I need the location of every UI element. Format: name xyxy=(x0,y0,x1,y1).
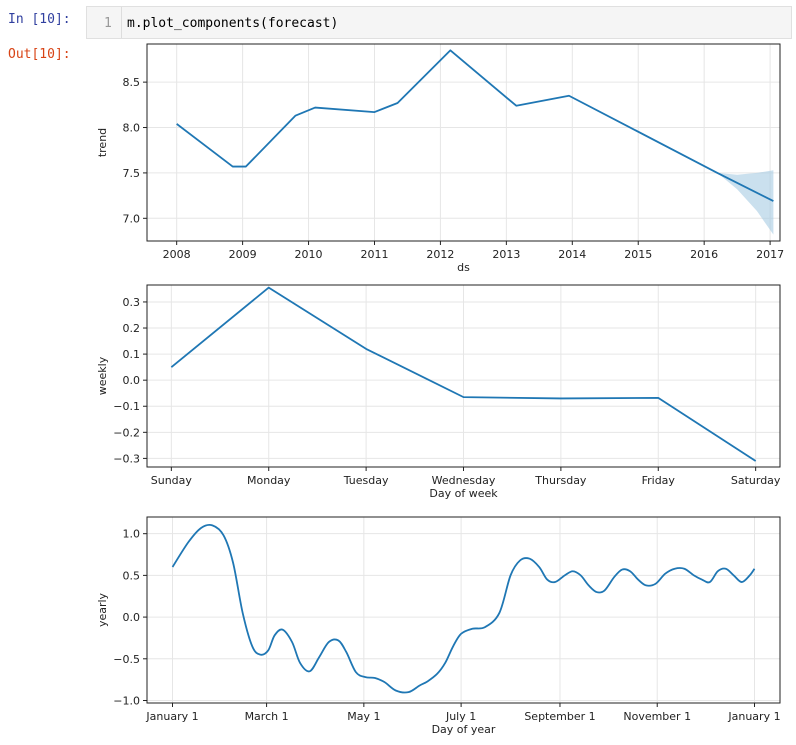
plot1-xtick-label: 2017 xyxy=(756,248,784,261)
plot3-ylabel: yearly xyxy=(96,592,109,627)
plot2-ytick-label: 0.2 xyxy=(123,322,141,335)
plot2-xtick-label: Thursday xyxy=(534,474,587,487)
plot3-xtick-label: January 1 xyxy=(145,710,198,723)
plot1-xtick-label: 2009 xyxy=(229,248,257,261)
line-number: 1 xyxy=(104,16,112,31)
plot2-ytick-label: 0.3 xyxy=(123,296,141,309)
plot2-xlabel: Day of week xyxy=(429,487,498,500)
plot3-ytick-label: 0.0 xyxy=(123,611,141,624)
plot1-xtick-label: 2013 xyxy=(492,248,520,261)
plot3-ytick-label: 1.0 xyxy=(123,528,141,541)
plot3-ytick-label: −1.0 xyxy=(113,694,140,707)
plot2-ytick-label: 0.0 xyxy=(123,374,141,387)
plot1-xtick-label: 2015 xyxy=(624,248,652,261)
plot2-xtick-label: Saturday xyxy=(731,474,781,487)
plot1-xlabel: ds xyxy=(457,261,470,274)
plot1-xtick-label: 2010 xyxy=(295,248,323,261)
plot3-xtick-label: September 1 xyxy=(524,710,595,723)
plot1-xtick-label: 2008 xyxy=(163,248,191,261)
plot3-xtick-label: March 1 xyxy=(245,710,289,723)
plot1-xtick-label: 2014 xyxy=(558,248,586,261)
plot1-xtick-label: 2012 xyxy=(426,248,454,261)
plot3-series-line xyxy=(171,523,756,694)
plot3-ytick-label: −0.5 xyxy=(113,653,140,666)
plot2-ylabel: weekly xyxy=(96,356,109,395)
plot3-xlabel: Day of year xyxy=(432,723,496,736)
code-cell-input[interactable]: 1 m.plot_components(forecast) xyxy=(86,6,792,39)
out-prompt: Out[10]: xyxy=(8,47,71,62)
plot2-ytick-label: −0.2 xyxy=(113,426,140,439)
plot1-ytick-label: 8.5 xyxy=(123,76,141,89)
plot3-frame xyxy=(146,516,781,704)
plot1-uncertainty-band xyxy=(717,170,774,235)
plot3-xtick-label: November 1 xyxy=(623,710,691,723)
plot2-xtick-label: Friday xyxy=(642,474,676,487)
plot2-series-line xyxy=(170,286,757,462)
plot2-xtick-label: Monday xyxy=(247,474,291,487)
in-prompt: In [10]: xyxy=(8,12,71,27)
plot3-xtick-label: January 1 xyxy=(727,710,780,723)
plot1-xtick-label: 2016 xyxy=(690,248,718,261)
plot1-ytick-label: 7.5 xyxy=(123,167,141,180)
line-number-gutter xyxy=(121,7,122,38)
plot1-ytick-label: 8.0 xyxy=(123,122,141,135)
plot1-frame xyxy=(146,43,781,242)
plot2-xtick-label: Sunday xyxy=(151,474,193,487)
plot1-xtick-label: 2011 xyxy=(360,248,388,261)
plot2-ytick-label: −0.3 xyxy=(113,452,140,465)
plot3-ytick-label: 0.5 xyxy=(123,569,141,582)
code-line[interactable]: m.plot_components(forecast) xyxy=(127,16,339,31)
plot1-ytick-label: 7.0 xyxy=(123,212,141,225)
plot3-xtick-label: May 1 xyxy=(347,710,380,723)
plot3-xtick-label: July 1 xyxy=(445,710,476,723)
plot1-series-line xyxy=(176,49,774,202)
plot2-ytick-label: −0.1 xyxy=(113,400,140,413)
plot1-ylabel: trend xyxy=(96,128,109,157)
plot2-ytick-label: 0.1 xyxy=(123,348,141,361)
plot2-xtick-label: Wednesday xyxy=(432,474,496,487)
plot2-xtick-label: Tuesday xyxy=(343,474,389,487)
